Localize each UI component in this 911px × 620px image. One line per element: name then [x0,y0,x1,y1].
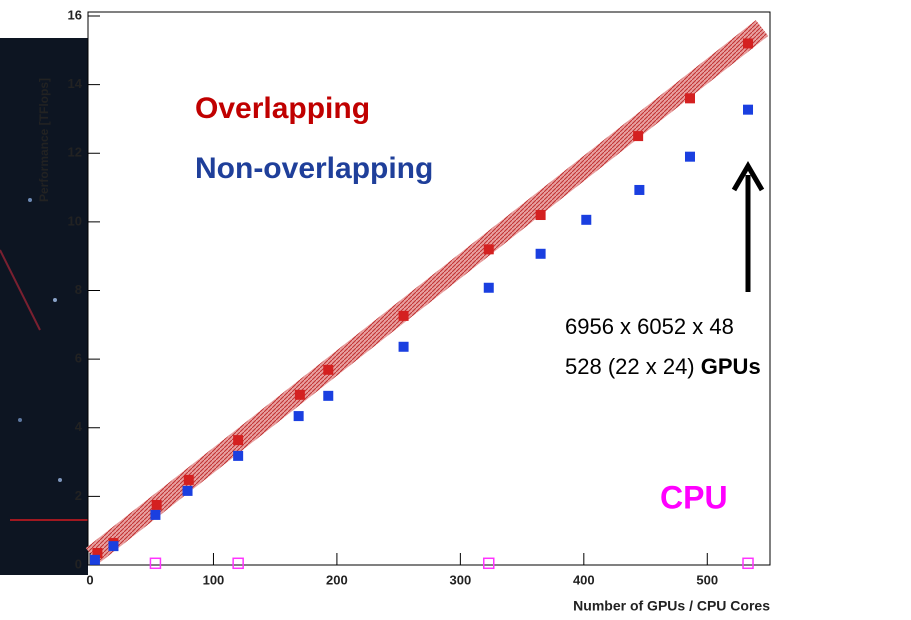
marker [294,389,305,400]
annotation: 528 (22 x 24) GPUs [565,354,761,379]
marker [743,38,754,49]
marker [634,184,645,195]
marker [232,557,244,570]
marker [743,104,754,115]
marker [92,547,103,558]
y-tick-label: 4 [75,419,83,434]
y-axis-title: Performance [TFlops] [37,78,51,202]
marker [535,210,546,221]
marker [742,557,754,570]
arrow [731,161,765,292]
fit-band [85,20,769,564]
x-tick-label: 0 [86,572,93,587]
marker [535,248,546,259]
marker [581,214,592,225]
marker [483,557,495,570]
background-photo [0,38,88,575]
marker [149,557,162,570]
y-tick-label: 8 [75,282,82,297]
y-tick-label: 14 [68,76,83,91]
legend-label: CPU [660,479,728,515]
x-tick-label: 200 [326,572,348,587]
marker [633,131,644,142]
y-tick-label: 2 [75,488,82,503]
x-tick-label: 500 [696,572,718,587]
y-tick-label: 0 [75,556,82,571]
annotation: GPUs [701,354,761,379]
marker [684,93,695,104]
marker [182,485,193,496]
y-tick-label: 6 [75,351,82,366]
marker [483,282,494,293]
marker [483,244,494,255]
marker [323,390,334,401]
marker [684,151,695,162]
marker [108,541,119,552]
annotation: 528 (22 x 24) [565,354,695,379]
x-axis-title: Number of GPUs / CPU Cores [573,598,770,614]
x-tick-label: 100 [203,572,225,587]
marker [89,554,100,565]
marker [293,411,304,422]
y-tick-label: 12 [68,145,82,160]
y-tick-label: 10 [68,213,82,228]
marker [323,364,334,375]
x-tick-label: 400 [573,572,595,587]
marker [151,499,162,510]
legend-label: Non-overlapping [195,152,433,185]
marker [398,341,409,352]
marker [150,509,161,520]
marker [233,435,244,446]
y-tick-label: 16 [68,7,82,22]
marker [183,474,194,485]
marker [398,310,409,321]
annotation: 6956 x 6052 x 48 [565,314,734,339]
marker [233,450,244,461]
legend-label: Overlapping [195,92,370,125]
x-tick-label: 300 [450,572,472,587]
